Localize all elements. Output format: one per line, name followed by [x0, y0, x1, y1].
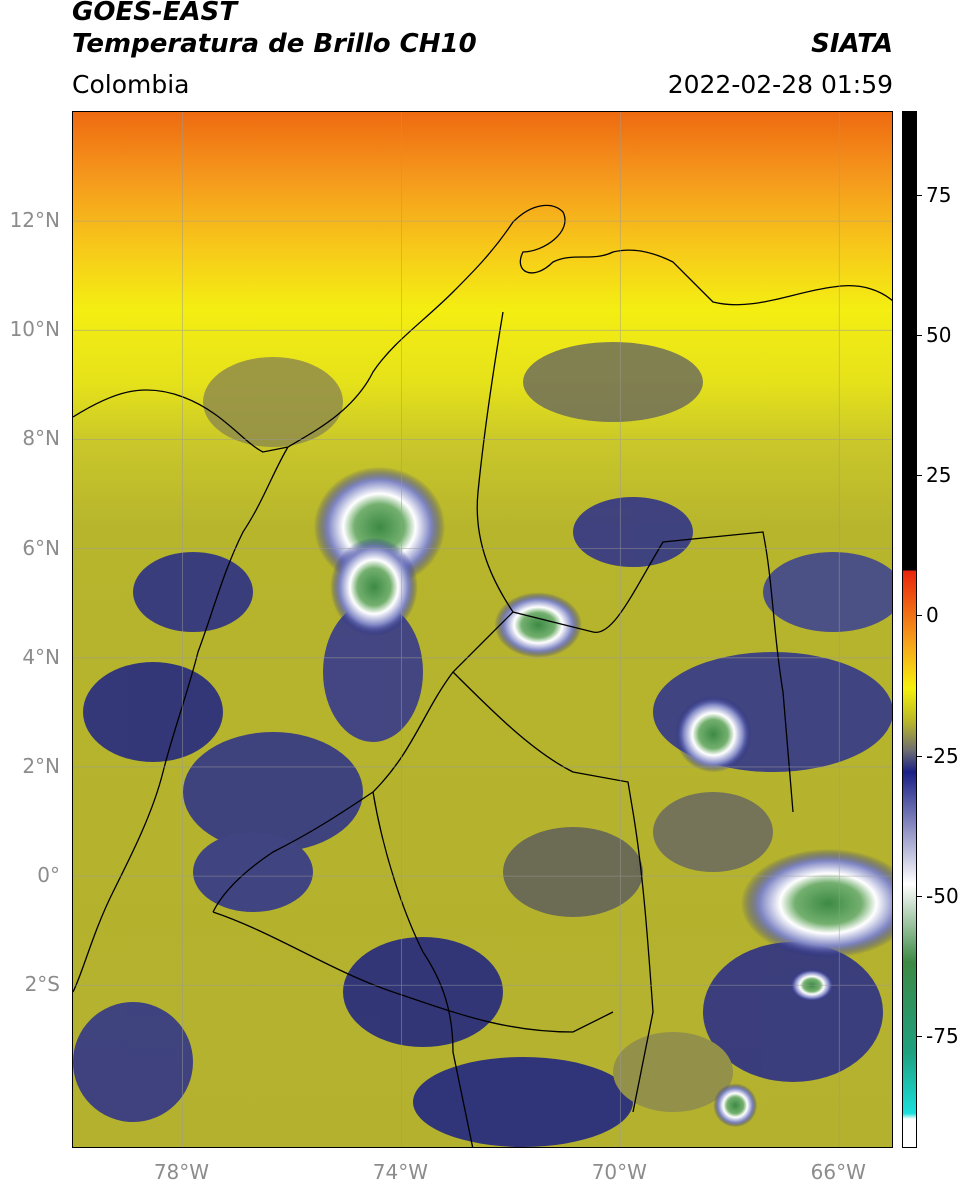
- region-label: Colombia: [72, 70, 190, 99]
- convective-cell: [330, 537, 418, 636]
- colorbar-tick-label: -25: [926, 743, 959, 768]
- colorbar-tick-label: -75: [926, 1023, 959, 1048]
- brightness-temperature-image: [73, 112, 892, 1147]
- channel-title: Temperatura de Brillo CH10: [72, 29, 477, 59]
- lat-tick-label: 6°N: [22, 535, 60, 560]
- satellite-map: [72, 111, 893, 1148]
- lat-tick-label: 10°N: [9, 317, 60, 342]
- product-title: GOES-EAST: [72, 0, 238, 27]
- colorbar-tick: [917, 755, 922, 757]
- colorbar-tick: [917, 475, 922, 477]
- lat-tick-label: 4°N: [22, 644, 60, 669]
- colorbar-tick: [917, 195, 922, 197]
- lon-tick-label: 66°W: [810, 1160, 866, 1184]
- graticule: [73, 112, 892, 1147]
- lat-tick-label: 2°S: [24, 972, 60, 997]
- colorbar-tick: [917, 335, 922, 337]
- colorbar-tick: [917, 1035, 922, 1037]
- colorbar-tick-label: 50: [926, 323, 952, 348]
- lon-tick-label: 74°W: [372, 1160, 429, 1184]
- lat-tick-label: 0°: [37, 863, 60, 888]
- lat-tick-label: 12°N: [9, 208, 60, 233]
- colorbar-tick-label: 25: [926, 463, 952, 488]
- colorbar-tick: [917, 895, 922, 897]
- lon-tick-label: 78°W: [153, 1160, 210, 1184]
- country-borders: [73, 204, 892, 1147]
- colorbar-tick-label: -50: [926, 883, 959, 908]
- lon-tick-label: 70°W: [591, 1160, 647, 1184]
- temperature-colorbar: [902, 111, 917, 1148]
- colorbar-tick-label: 0: [926, 603, 939, 628]
- brand-label: SIATA: [811, 29, 893, 59]
- lat-tick-label: 8°N: [22, 426, 60, 451]
- lat-tick-label: 2°N: [22, 753, 60, 778]
- convective-cell: [713, 1083, 758, 1128]
- convective-cell: [675, 695, 752, 773]
- convective-cell: [494, 592, 583, 658]
- colorbar-tick-label: 75: [926, 183, 952, 208]
- colorbar-tick: [917, 615, 922, 617]
- timestamp-label: 2022-02-28 01:59: [667, 70, 893, 99]
